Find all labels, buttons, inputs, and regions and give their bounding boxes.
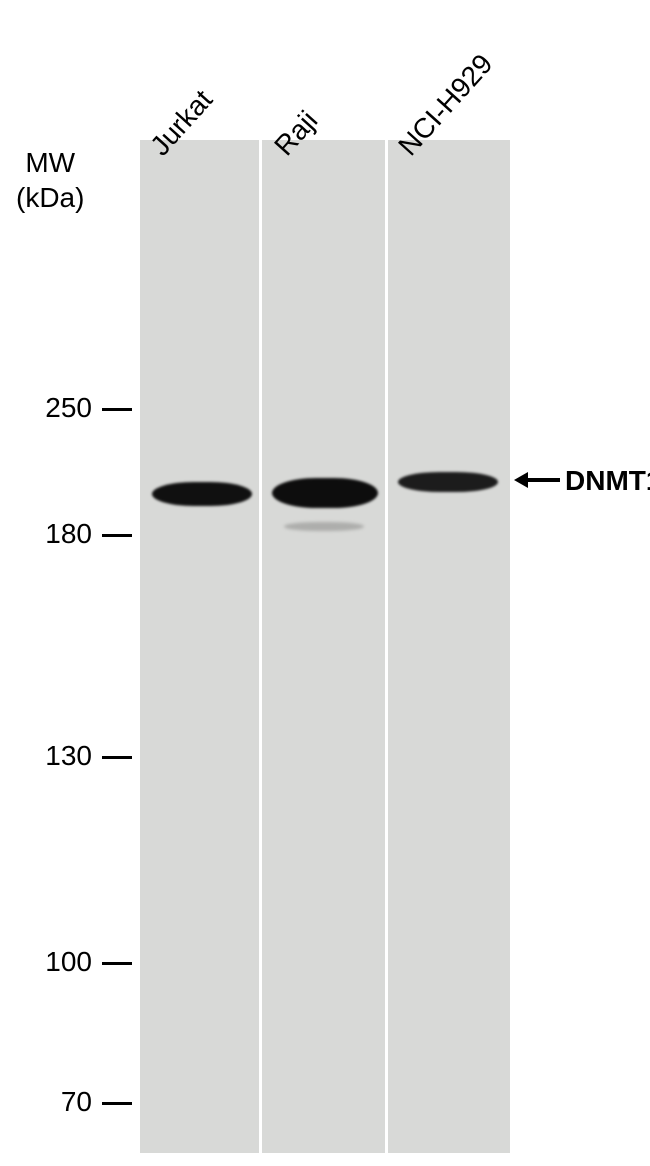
lane-gap (385, 140, 388, 1153)
target-arrow-icon (512, 466, 562, 494)
lane-gap (259, 140, 262, 1153)
mw-tick (102, 962, 132, 965)
mw-header-line2: (kDa) (16, 182, 84, 213)
blot-membrane (140, 140, 510, 1153)
mw-header: MW (kDa) (16, 145, 84, 215)
mw-header-line1: MW (25, 147, 75, 178)
mw-tick (102, 408, 132, 411)
band-jurkat-dnmt1 (152, 482, 252, 506)
mw-tick (102, 534, 132, 537)
mw-label-70: 70 (32, 1086, 92, 1118)
mw-tick (102, 1102, 132, 1105)
band-raji-dnmt1 (272, 478, 378, 508)
mw-label-100: 100 (32, 946, 92, 978)
western-blot-figure: Jurkat Raji NCI-H929 MW (kDa) 250 180 13… (0, 0, 650, 1166)
mw-label-250: 250 (32, 392, 92, 424)
band-ncih929-dnmt1 (398, 472, 498, 492)
mw-label-130: 130 (32, 740, 92, 772)
band-raji-faint (284, 522, 364, 531)
mw-label-180: 180 (32, 518, 92, 550)
target-label-dnmt1: DNMT1 (565, 465, 650, 497)
mw-tick (102, 756, 132, 759)
